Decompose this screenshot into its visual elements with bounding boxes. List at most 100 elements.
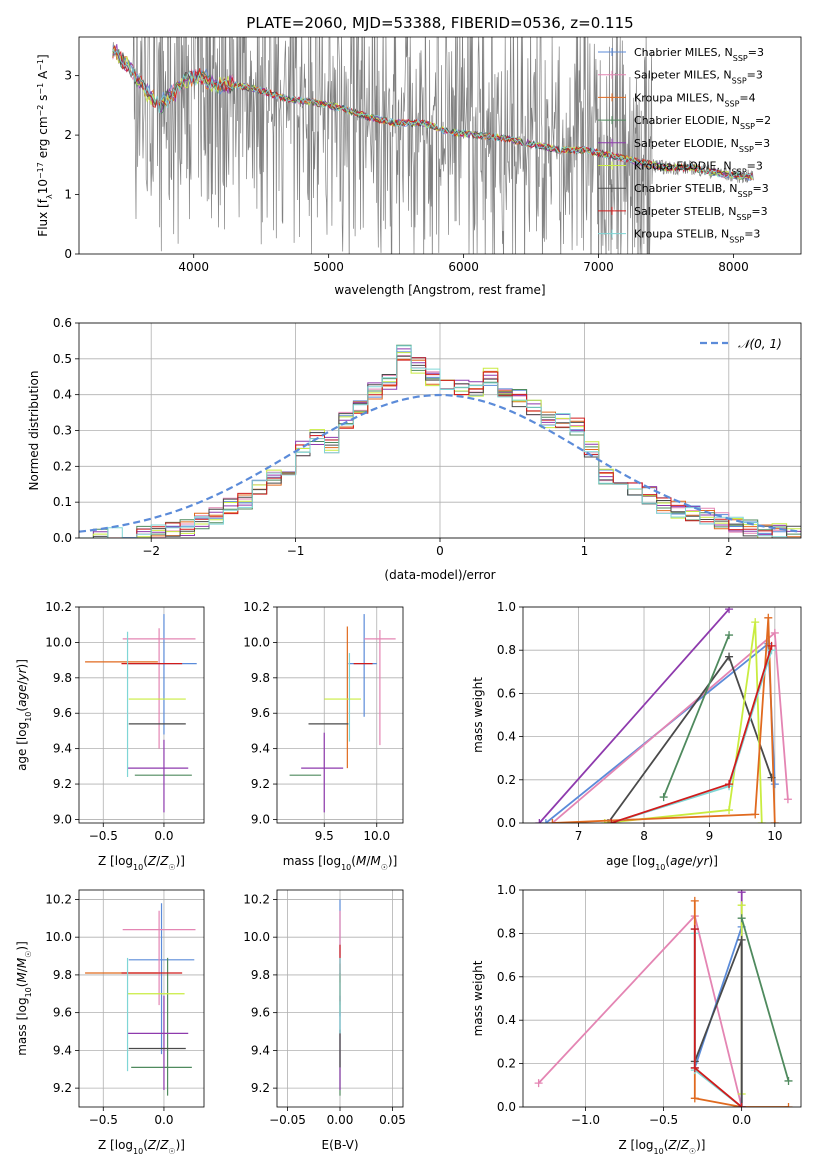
label-part: (	[351, 854, 356, 868]
y-tick-label: 9.4	[53, 1043, 72, 1057]
axes-frame	[522, 606, 802, 824]
label-script: SSP	[724, 99, 739, 108]
x-tick-label: −1.0	[571, 1113, 600, 1127]
label-script: ☉	[24, 951, 33, 958]
legend-entry: Chabrier MILES, NSSP=3	[634, 46, 764, 63]
series-marker	[607, 819, 616, 823]
label-part: M	[370, 854, 381, 868]
y-tick-label: 3	[64, 69, 72, 83]
y-tick-label: 0.0	[53, 531, 72, 545]
errorbar-salpeter-elodie	[127, 995, 189, 1091]
label-part: /	[15, 967, 29, 972]
normal-curve	[79, 393, 801, 533]
axes-frame	[522, 889, 802, 1108]
label-part: Z [log	[619, 1138, 654, 1152]
label-part: Chabrier MILES, N	[634, 46, 733, 59]
series-marker	[751, 618, 760, 627]
y-tick-label: 9.8	[53, 671, 72, 685]
label-part: )]	[388, 854, 397, 868]
y-axis-label: mass [log10(M/M☉)]	[15, 941, 33, 1056]
y-tick-label: 9.0	[251, 812, 270, 826]
label-part: )]	[15, 941, 29, 950]
y-tick-label: 0.0	[497, 1100, 516, 1114]
series-marker	[737, 914, 746, 923]
series-marker	[770, 628, 779, 637]
label-script: 10	[133, 863, 143, 872]
plot-area-residuals	[79, 344, 801, 538]
label-script: ☉	[168, 1147, 175, 1156]
y-tick-label: 0.6	[497, 970, 516, 984]
label-script: SSP	[733, 54, 748, 63]
legend-entry: Kroupa ELODIE, NSSP=3	[634, 160, 763, 177]
label-part: =3	[753, 182, 769, 195]
label-part: yr	[696, 854, 710, 868]
x-tick-label: 0.05	[379, 1113, 406, 1127]
errorbar-salpeter-miles	[122, 910, 196, 1006]
label-part: age [log	[15, 722, 29, 771]
label-part: 10	[36, 179, 50, 194]
axes-spectrum: 4000 5000 6000 7000 8000 0 1 2 3	[64, 37, 754, 274]
y-tick-label: 9.4	[251, 1043, 270, 1057]
plot-area-age_vs_Z	[85, 614, 197, 813]
x-axis-label: E(B-V)	[321, 1138, 358, 1152]
label-script: 10	[655, 863, 665, 872]
errorbar-salpeter-miles	[122, 628, 196, 749]
label-script: SSP	[736, 212, 751, 221]
model-line-kroupa-stelib	[112, 48, 753, 179]
x-tick-label: −0.05	[269, 1113, 306, 1127]
series-marker	[548, 819, 557, 823]
axes-weight_vs_Z: −1.0 −0.5 0.0 0.0 0.2 0.4 0.6 0.8 1.0	[497, 883, 801, 1127]
series-marker	[764, 613, 773, 622]
label-part: Chabrier STELIB, N	[634, 182, 738, 195]
x-tick-label: 0	[436, 544, 444, 558]
x-tick-label: 9.5	[315, 829, 334, 843]
plot-area-mass_vs_Z	[85, 903, 196, 1096]
y-tick-label: 1.0	[497, 600, 516, 614]
x-tick-label: 5000	[313, 260, 344, 274]
series-marker	[770, 780, 779, 789]
series-marker	[737, 901, 746, 910]
x-tick-label: 4000	[178, 260, 209, 274]
axes-residuals: −2 −1 0 1 2 0.0 0.1 0.2 0.3 0.4 0.5 0.6	[53, 316, 801, 558]
x-tick-label: 0.0	[732, 1113, 751, 1127]
x-tick-label: −0.5	[649, 1113, 678, 1127]
legend-entry: Kroupa STELIB, NSSP=3	[634, 228, 760, 245]
x-tick-label: 8000	[718, 260, 749, 274]
x-tick-label: 9	[706, 829, 714, 843]
x-axis-label: age [log10(age/yr)]	[606, 854, 718, 872]
y-axis-label: Normed distribution	[27, 371, 41, 491]
series-marker	[541, 819, 550, 823]
x-tick-label: 0.0	[154, 1113, 173, 1127]
label-script: 10	[24, 987, 33, 997]
y-tick-label: 10.0	[45, 930, 72, 944]
data-spectrum-line	[112, 37, 754, 254]
y-tick-label: 9.4	[53, 742, 72, 756]
label-script: ☉	[381, 863, 388, 872]
y-axis-label: mass weight	[471, 960, 485, 1036]
y-tick-label: 9.8	[53, 968, 72, 982]
label-script: SSP	[738, 190, 753, 199]
errorbar-salpeter-elodie	[301, 732, 344, 813]
series-marker	[725, 780, 734, 789]
label-part: A	[36, 70, 50, 83]
label-part: Salpeter MILES, N	[634, 69, 732, 82]
label-part: age [log	[606, 854, 655, 868]
histogram-kroupa-stelib	[79, 345, 801, 538]
series-marker	[690, 925, 699, 934]
label-part: =4	[739, 91, 755, 104]
legend-entry: 𝒩(0, 1)	[738, 337, 782, 351]
legend-entry: Salpeter STELIB, NSSP=3	[634, 205, 768, 222]
label-part: /	[15, 680, 29, 685]
label-part: mass [log	[283, 854, 341, 868]
label-part: =3	[747, 160, 763, 173]
label-part: Z	[147, 1138, 157, 1152]
label-part: =2	[755, 114, 771, 127]
label-part: mass [log	[15, 997, 29, 1055]
series-chabrier-elodie	[737, 914, 793, 1085]
y-tick-label: 10.2	[45, 892, 72, 906]
figure-title: PLATE=2060, MJD=53388, FIBERID=0536, z=0…	[246, 14, 633, 32]
y-tick-label: 1	[64, 188, 72, 202]
label-part: M	[15, 972, 29, 983]
x-tick-label: 10.0	[363, 829, 390, 843]
y-tick-label: 0.0	[497, 816, 516, 830]
